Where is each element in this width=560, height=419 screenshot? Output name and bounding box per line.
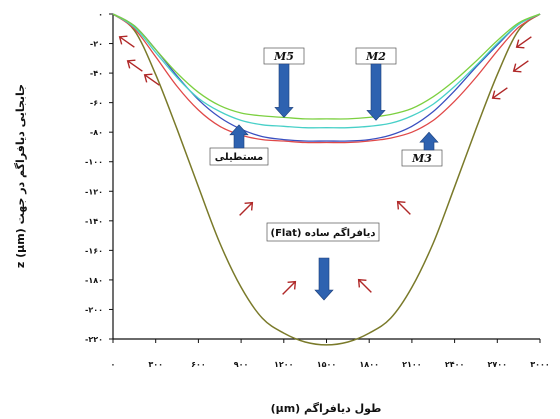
pressure-arrow — [491, 87, 508, 100]
y-tick-label: ۰ — [98, 10, 103, 19]
y-tick-label: -۸۰ — [90, 128, 103, 137]
annotation-layer: M5 M2 M3 مستطیلی دیافراگم ساده (Flat) — [209, 47, 443, 301]
y-tick-label: -۱۶۰ — [85, 246, 103, 255]
annotation-label: M5 — [273, 50, 294, 63]
x-tick-label: ۰ — [111, 360, 116, 369]
x-ticks: ۰ ۳۰۰ ۶۰۰ ۹۰۰ ۱۲۰۰ ۱۵۰۰ ۱۸۰۰ ۲۱۰۰ ۲۴۰۰ ۲۷۰۰ ۳۰۰۰ — [111, 339, 550, 369]
y-tick-label: -۱۲۰ — [85, 187, 103, 196]
y-tick-label: -۱۰۰ — [85, 158, 103, 167]
series-layer — [112, 13, 541, 346]
pressure-arrows — [118, 35, 532, 295]
pressure-arrow — [239, 201, 254, 216]
series-line-4 — [112, 13, 541, 120]
y-tick-label: -۱۴۰ — [85, 217, 103, 226]
y-tick-label: -۴۰ — [90, 69, 103, 78]
x-tick-label: ۱۵۰۰ — [317, 360, 337, 369]
y-ticks: ۰ -۲۰ -۴۰ -۶۰ -۸۰ -۱۰۰ -۱۲۰ -۱۴۰ -۱۶۰ -۱۸۰ -۲۰۰ -۲۲… — [85, 10, 113, 344]
x-tick-label: ۱۲۰۰ — [274, 360, 294, 369]
x-tick-label: ۱۸۰۰ — [359, 360, 379, 369]
x-tick-label: ۲۷۰۰ — [488, 360, 508, 369]
series-line-1 — [112, 13, 541, 144]
pressure-arrow — [512, 60, 529, 73]
series-line-0 — [112, 13, 541, 346]
pressure-arrow — [357, 278, 372, 293]
y-tick-label: -۲۰ — [90, 40, 103, 49]
y-tick-label: -۲۰۰ — [85, 305, 103, 314]
x-tick-label: ۲۴۰۰ — [445, 360, 465, 369]
x-tick-label: ۶۰۰ — [191, 360, 206, 369]
y-tick-label: -۶۰ — [90, 99, 103, 108]
pressure-arrow — [126, 59, 143, 72]
x-tick-label: ۹۰۰ — [234, 360, 249, 369]
annotation-label: M2 — [365, 50, 386, 63]
pressure-arrow — [515, 36, 532, 49]
y-axis-title: جابجایی دیافراگم در جهت z (µm) — [14, 84, 27, 268]
series-line-3 — [112, 13, 541, 129]
annotation-box — [401, 149, 443, 167]
annotation-arrow — [229, 124, 249, 149]
x-tick-label: ۲۱۰۰ — [402, 360, 422, 369]
pressure-arrow — [143, 73, 160, 86]
annotation-arrow — [419, 131, 439, 151]
x-axis-title: طول دیافراگم (µm) — [271, 402, 382, 415]
annotation-label: M3 — [411, 152, 432, 165]
y-tick-label: -۱۸۰ — [85, 276, 103, 285]
annotation-label: مستطیلی — [215, 152, 263, 163]
x-tick-label: ۳۰۰ — [148, 360, 163, 369]
pressure-arrow — [396, 200, 411, 215]
y-tick-label: -۲۲۰ — [85, 335, 103, 344]
pressure-arrow — [118, 35, 135, 48]
pressure-arrow — [282, 280, 297, 295]
annotation-label: دیافراگم ساده (Flat) — [270, 226, 375, 239]
annotation-arrow — [274, 63, 294, 118]
x-tick-label: ۳۰۰۰ — [530, 360, 550, 369]
annotation-arrow — [366, 63, 386, 121]
annotation-arrow — [314, 257, 334, 301]
annotation-box — [266, 222, 380, 242]
